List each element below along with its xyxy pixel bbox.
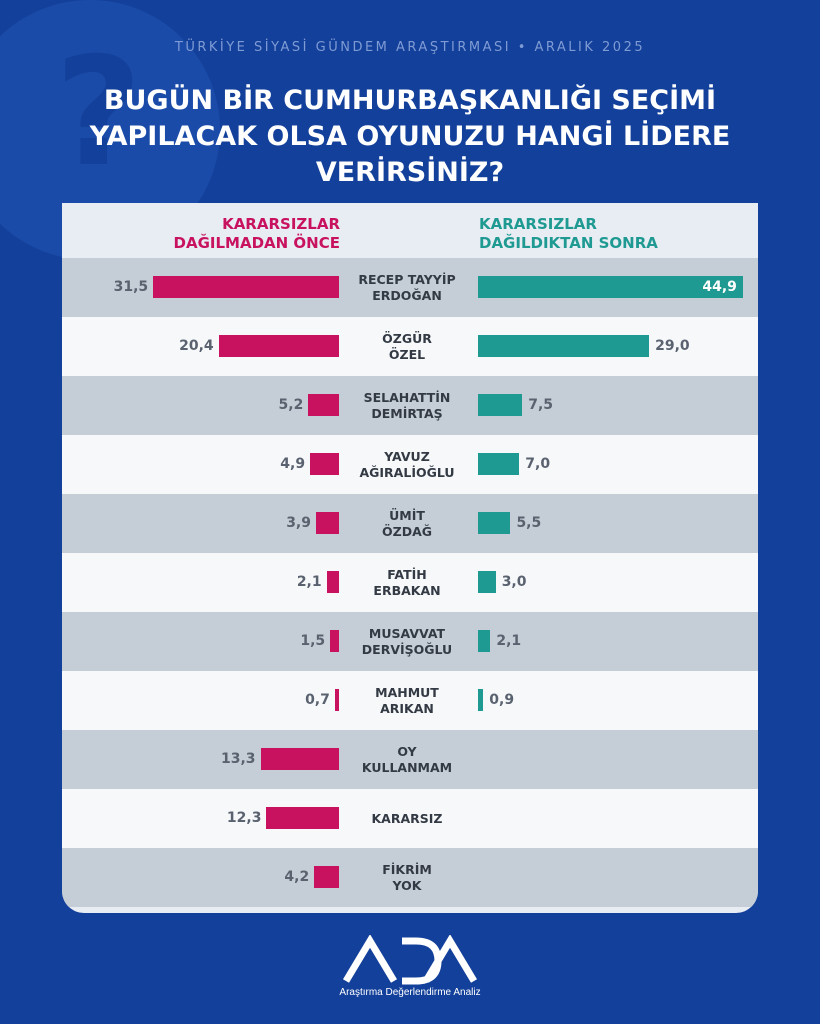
chart-row: KARARSIZ 12,3 <box>62 789 758 848</box>
value-label-before: 3,9 <box>286 515 311 531</box>
bar-after <box>478 689 484 711</box>
value-label-before: 20,4 <box>179 338 214 354</box>
bar-after <box>478 630 491 652</box>
chart-row: RECEP TAYYİP ERDOĞAN 31,5 44,9 <box>62 258 758 317</box>
value-label-after: 0,9 <box>489 692 515 708</box>
category-label: OY KULLANMAM <box>361 743 453 775</box>
category-label: KARARSIZ <box>371 810 443 826</box>
survey-kicker: TÜRKİYE SİYASİ GÜNDEM ARAŞTIRMASI • ARAL… <box>174 40 646 55</box>
bar-after <box>478 276 743 298</box>
chart-row: OY KULLANMAM 13,3 <box>62 730 758 789</box>
chart-title: BUGÜN BİR CUMHURBAŞKANLIĞI SEÇİMİ YAPILA… <box>89 85 731 188</box>
value-label-before: 5,2 <box>278 397 304 413</box>
chart-row: FİKRİM YOK 4,2 <box>62 848 758 907</box>
value-label-before: 13,3 <box>220 751 256 767</box>
chart-row: ÖZGÜR ÖZEL 20,4 29,0 <box>62 317 758 376</box>
category-label: FATİH ERBAKAN <box>373 566 441 598</box>
category-label: SELAHATTİN DEMİRTAŞ <box>363 389 451 421</box>
value-label-after: 5,5 <box>516 515 542 531</box>
value-label-after: 44,9 <box>702 279 737 295</box>
bar-before <box>260 748 339 770</box>
bar-before <box>326 571 339 593</box>
chart-row: ÜMİT ÖZDAĞ 3,9 5,5 <box>62 494 758 553</box>
bar-before <box>315 512 339 534</box>
value-label-before: 4,9 <box>280 456 306 472</box>
logo-subtitle: Araştırma Değerlendirme Analiz <box>339 987 481 998</box>
category-label: MUSAVVAT DERVİŞOĞLU <box>361 625 453 657</box>
bar-after <box>478 453 520 475</box>
bar-after <box>478 335 650 357</box>
ada-logo-icon <box>342 935 478 985</box>
legend-right: KARARSIZLAR DAĞILDIKTAN SONRA <box>479 215 658 252</box>
bar-before <box>266 807 339 829</box>
value-label-after: 2,1 <box>496 633 522 649</box>
brand-logo: Araştırma Değerlendirme Analiz <box>0 935 820 1015</box>
chart-row: SELAHATTİN DEMİRTAŞ 5,2 7,5 <box>62 376 758 435</box>
chart-row: YAVUZ AĞIRALİOĞLU 4,9 7,0 <box>62 435 758 494</box>
category-label: FİKRİM YOK <box>382 861 432 893</box>
bar-before <box>153 276 339 298</box>
category-label: RECEP TAYYİP ERDOĞAN <box>358 271 456 303</box>
value-label-after: 7,0 <box>525 456 551 472</box>
bar-before <box>308 394 339 416</box>
value-label-before: 1,5 <box>300 633 326 649</box>
bar-before <box>310 453 339 475</box>
value-label-before: 2,1 <box>296 574 322 590</box>
question-mark-icon: ? <box>55 26 143 200</box>
bar-before <box>334 689 339 711</box>
chart-row: FATİH ERBAKAN 2,1 3,0 <box>62 553 758 612</box>
value-label-before: 12,3 <box>226 810 262 826</box>
value-label-after: 7,5 <box>528 397 554 413</box>
bar-before <box>218 335 339 357</box>
chart-card: KARARSIZLAR DAĞILMADAN ÖNCE KARARSIZLAR … <box>62 203 758 913</box>
bar-after <box>478 571 496 593</box>
value-label-after: 3,0 <box>501 574 527 590</box>
category-label: MAHMUT ARIKAN <box>375 684 439 716</box>
category-label: YAVUZ AĞIRALİOĞLU <box>359 448 455 480</box>
bar-after <box>478 394 523 416</box>
category-label: ÜMİT ÖZDAĞ <box>382 507 432 539</box>
value-label-before: 0,7 <box>305 692 330 708</box>
chart-row: MAHMUT ARIKAN 0,7 0,9 <box>62 671 758 730</box>
value-label-before: 31,5 <box>113 279 149 295</box>
value-label-before: 4,2 <box>284 869 310 885</box>
bar-after <box>478 512 511 534</box>
bar-before <box>330 630 339 652</box>
bar-before <box>314 866 339 888</box>
chart-row: MUSAVVAT DERVİŞOĞLU 1,5 2,1 <box>62 612 758 671</box>
category-label: ÖZGÜR ÖZEL <box>382 330 432 362</box>
legend-left: KARARSIZLAR DAĞILMADAN ÖNCE <box>173 215 340 252</box>
chart-header: KARARSIZLAR DAĞILMADAN ÖNCE KARARSIZLAR … <box>62 203 758 258</box>
value-label-after: 29,0 <box>655 338 690 354</box>
